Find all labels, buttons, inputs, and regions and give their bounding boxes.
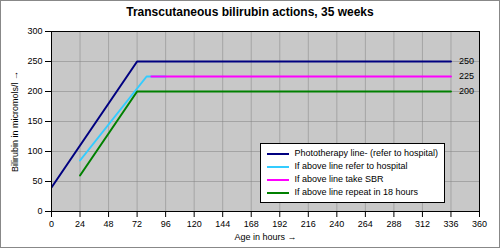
svg-text:120: 120	[187, 219, 202, 229]
html-text:If above line take SBR: If above line take SBR	[294, 174, 384, 184]
svg-text:150: 150	[27, 116, 42, 126]
svg-text:Bilirubin in micromols/l →: Bilirubin in micromols/l →	[10, 71, 20, 172]
svg-text:250: 250	[459, 56, 474, 66]
svg-text:0: 0	[37, 206, 42, 216]
svg-text:24: 24	[75, 219, 85, 229]
svg-text:240: 240	[329, 219, 344, 229]
html-text:If above line refer to hospita: If above line refer to hospital	[294, 161, 408, 171]
svg-text:264: 264	[358, 219, 373, 229]
html-text:If above line repeat in 18 hou: If above line repeat in 18 hours	[294, 187, 418, 197]
svg-text:168: 168	[244, 219, 259, 229]
svg-text:200: 200	[27, 86, 42, 96]
html-text:Phototherapy line- (refer to h: Phototherapy line- (refer to hospital)	[294, 148, 438, 158]
svg-text:50: 50	[32, 176, 42, 186]
html-text:Transcutaneous bilirubin actio: Transcutaneous bilirubin actions, 35 wee…	[126, 5, 374, 19]
svg-text:Age in hours →: Age in hours →	[234, 232, 296, 242]
svg-text:96: 96	[161, 219, 171, 229]
svg-text:360: 360	[472, 219, 487, 229]
svg-text:200: 200	[459, 86, 474, 96]
svg-text:72: 72	[132, 219, 142, 229]
svg-text:250: 250	[27, 56, 42, 66]
svg-text:288: 288	[386, 219, 401, 229]
svg-text:144: 144	[215, 219, 230, 229]
svg-text:0: 0	[49, 219, 54, 229]
svg-text:100: 100	[27, 146, 42, 156]
svg-text:312: 312	[415, 219, 430, 229]
svg-text:336: 336	[443, 219, 458, 229]
svg-text:225: 225	[459, 71, 474, 81]
svg-text:192: 192	[272, 219, 287, 229]
svg-text:216: 216	[301, 219, 316, 229]
svg-text:48: 48	[104, 219, 114, 229]
svg-text:300: 300	[27, 26, 42, 36]
